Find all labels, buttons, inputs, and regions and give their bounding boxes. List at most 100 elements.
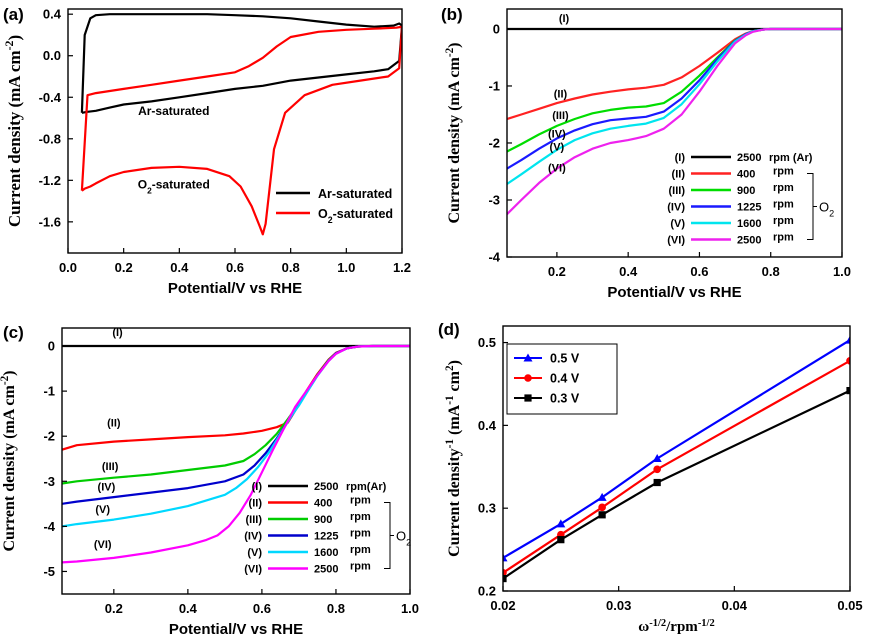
text-span: (a) [3,5,24,24]
x-tick-label: 0.2 [105,601,123,616]
x-tick-label: 0.04 [722,598,748,613]
text-span: (I) [559,13,570,25]
x-tick-label: 0.6 [226,260,244,275]
x-tick-label: 0.6 [253,601,271,616]
legend-speed: 1600 [737,218,761,230]
data-point-circle [598,503,606,512]
y-tick-label: -2 [43,429,55,444]
legend-id: (III) [669,185,686,197]
curve-label: (V) [95,504,110,516]
legend-id: (II) [249,498,263,510]
text-span: 1.0 [401,601,419,616]
text-span: 2500 [737,235,761,247]
text-span: -1/2 [698,618,715,629]
text-span: 0.05 [837,598,862,613]
text-span: 0.6 [226,260,244,275]
text-span: -2 [488,135,500,150]
x-tick-label: 0.8 [282,260,300,275]
curve-label: (IV) [98,481,116,493]
legend-bracket [807,173,817,240]
text-span: 0.4 [179,601,198,616]
text-span: 0.4 [43,7,62,22]
legend-entry: 0.5 V [550,352,580,366]
panel-label: (a) [3,5,24,24]
legend-id: (V) [247,547,262,559]
x-tick-label: 0.4 [619,264,638,279]
curve-label: (VI) [94,539,112,551]
text-span: 2 [444,365,456,371]
series-group [62,344,410,564]
curve-label: (II) [107,417,121,429]
series-line-400-rpm [507,27,842,121]
text-span: (III) [552,110,569,122]
text-span: (VI) [244,564,262,576]
legend-id: (II) [672,169,686,181]
text-span: -2 [43,429,55,444]
curve-annotation: Ar-saturated [138,104,209,118]
legend-speed: 1225 [314,531,338,543]
text-span: -0.8 [39,131,61,146]
curve-label: (III) [102,461,119,473]
data-point-square [598,511,606,519]
data-point-triangle [556,519,566,528]
text-span: 0.6 [690,264,708,279]
text-span: /rpm [665,619,698,635]
legend-speed: 900 [737,185,755,197]
text-span: -3 [488,192,500,207]
text-span: 1600 [737,218,761,230]
text-span: (mA [446,404,463,439]
text-span: 0.2 [478,584,496,599]
text-span: -2 [444,47,456,57]
legend-speed: 2500 [314,481,338,493]
legend-speed: 400 [314,498,332,510]
panel-a: (a) 0.0 0.2 0.4 0.6 0.8 1.0 1.2 0.4 0.0 -0.4 -0.8 -1… [2,5,411,297]
legend-speed: 900 [314,514,332,526]
text-span: -2 [0,375,11,385]
panel-label: (b) [441,5,463,24]
plot-frame [61,327,411,595]
text-span: 0.04 [722,598,748,613]
text-span: ) [5,35,24,41]
text-span: -1 [444,439,456,449]
series-line-0-3-v [503,389,850,580]
text-span: (IV) [98,481,116,493]
text-span: -1 [43,384,55,399]
text-span: (II) [672,169,686,181]
x-tick-label: 0.6 [690,264,708,279]
data-point-square [846,386,850,395]
text-span: O [396,529,406,544]
series-group [80,13,402,236]
text-span: Ar-saturated [138,104,209,118]
legend-speed: 2500 [737,152,761,164]
text-span: -1 [444,395,456,405]
legend-id: (III) [246,514,263,526]
legend-unit: rpm [350,495,371,507]
legend-unit: rpm (Ar) [769,152,813,164]
text-span: 0.3 V [550,392,580,406]
curve-label: (V) [550,141,565,153]
text-span: ) [446,360,463,365]
text-span: -1 [488,78,500,93]
text-span: (b) [441,5,463,24]
x-tick-label: 0.4 [179,601,198,616]
x-axis-label: Potential/V vs RHE [168,280,302,297]
text-span: (V) [247,547,262,559]
curve-label: (I) [559,13,570,25]
x-tick-label: 1.2 [393,260,411,275]
text-span: (I) [112,327,123,339]
legend-speed: 2500 [314,564,338,576]
text-span: 2 [147,186,152,196]
text-span: 2500 [314,481,338,493]
x-tick-label: 1.0 [337,260,355,275]
text-span: (III) [669,185,686,197]
text-span: (II) [554,88,568,100]
text-span: O [318,207,328,221]
text-span: rpm [350,511,371,523]
text-span: 0 [493,21,500,36]
legend-marker-triangle [523,353,533,362]
panel-d: (d)0.02 0.03 0.04 0.050.20.30.40.5ω-1/2/rpm… [438,320,863,635]
y-tick-label: 0 [493,21,500,36]
text-span: rpm [350,528,371,540]
text-span: rpm [350,561,371,573]
text-span: rpm [773,199,794,211]
